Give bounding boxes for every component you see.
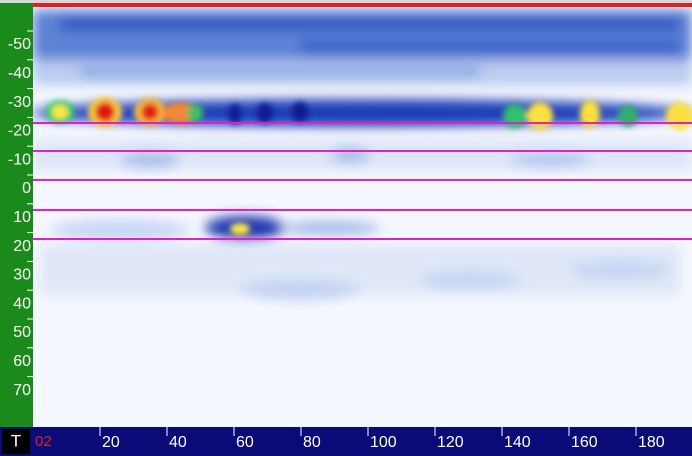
bottom-scale-label: 60: [236, 434, 254, 451]
bottom-scale-label: 80: [303, 434, 321, 451]
bottom-scale-label: 160: [571, 434, 598, 451]
top-marker: [33, 3, 692, 7]
scan-heatmap: [30, 10, 692, 300]
left-scale-label: 20: [13, 238, 31, 255]
gate-lines: [33, 122, 692, 240]
left-scale-label: 0: [22, 180, 31, 197]
left-scale-label: 70: [13, 382, 31, 399]
left-scale-label: 30: [13, 267, 31, 284]
bottom-scale-label: 180: [638, 434, 665, 451]
left-scale-label: 50: [13, 324, 31, 341]
top-border: [0, 0, 692, 3]
mode-box: [2, 429, 30, 454]
left-scale-label: 10: [13, 209, 31, 226]
mode-label: T: [11, 431, 21, 450]
start-label: 02: [35, 433, 52, 450]
bottom-scale-label: 20: [102, 434, 120, 451]
bottom-scale-label: 120: [437, 434, 464, 451]
scan-hotspots: [46, 97, 692, 235]
left-scale-label: -30: [8, 94, 31, 111]
left-scale-label: -10: [8, 151, 31, 168]
bottom-scale-label: 100: [370, 434, 397, 451]
bottom-scale-label: 40: [169, 434, 187, 451]
left-scale-label: -40: [8, 65, 31, 82]
left-scale-bar: [0, 0, 33, 427]
bottom-scale-bar: [0, 427, 692, 456]
left-scale-label: -20: [8, 123, 31, 140]
bottom-scale-label: 140: [504, 434, 531, 451]
left-scale-label: 40: [13, 295, 31, 312]
left-scale-label: -50: [8, 36, 31, 53]
left-scale-label: 60: [13, 353, 31, 370]
